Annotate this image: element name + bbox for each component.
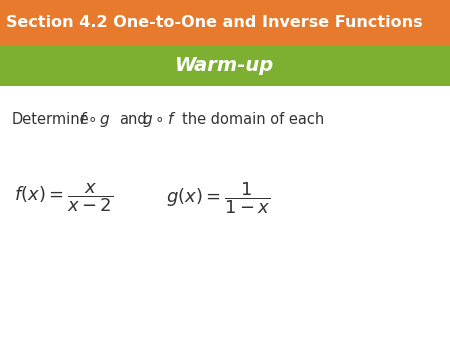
Text: $g \circ f$: $g \circ f$ bbox=[142, 111, 176, 129]
Text: Section 4.2 One-to-One and Inverse Functions: Section 4.2 One-to-One and Inverse Funct… bbox=[6, 15, 423, 30]
Text: Determine: Determine bbox=[11, 113, 89, 127]
Text: Warm-up: Warm-up bbox=[176, 56, 274, 75]
Bar bbox=[0, 46, 450, 86]
Bar bbox=[0, 0, 450, 46]
Text: $f \circ g$: $f \circ g$ bbox=[79, 111, 111, 129]
Text: $f(x) = \dfrac{x}{x-2}$: $f(x) = \dfrac{x}{x-2}$ bbox=[14, 182, 113, 214]
Text: the domain of each: the domain of each bbox=[182, 113, 324, 127]
Text: and: and bbox=[119, 113, 147, 127]
Text: $g(x) = \dfrac{1}{1-x}$: $g(x) = \dfrac{1}{1-x}$ bbox=[166, 180, 271, 216]
